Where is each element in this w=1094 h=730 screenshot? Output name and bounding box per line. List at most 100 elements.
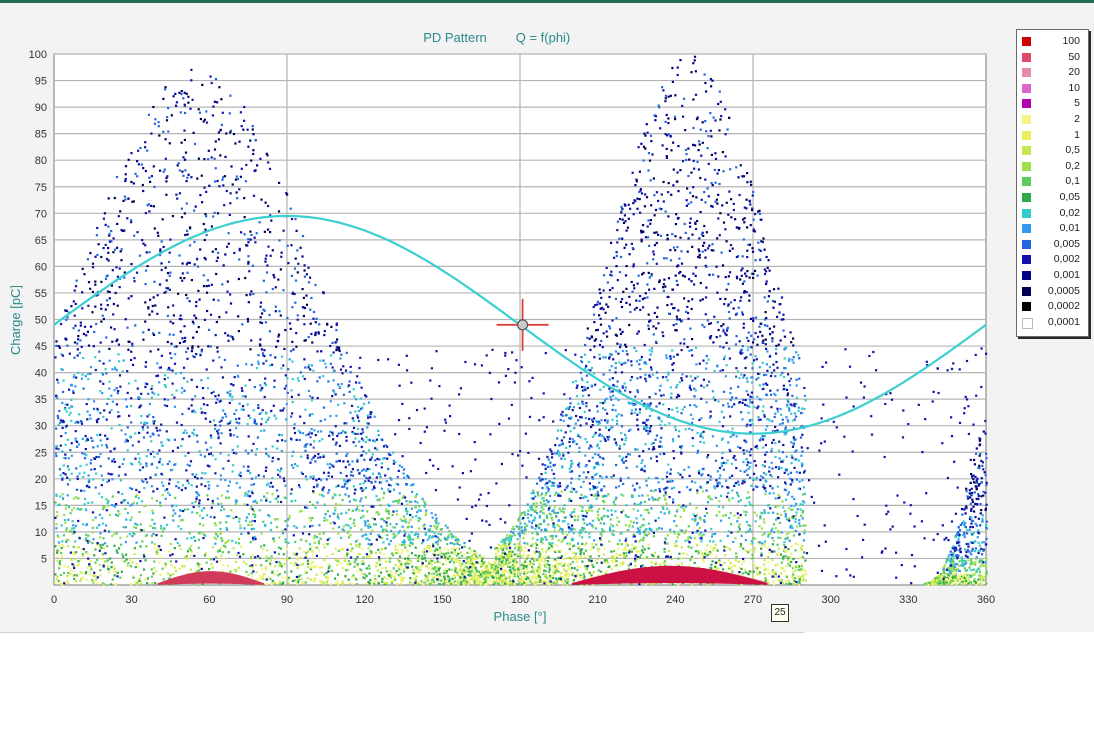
scatter-point xyxy=(687,317,690,320)
scatter-point xyxy=(714,532,717,535)
scatter-point xyxy=(292,450,295,453)
scatter-point xyxy=(318,532,321,535)
scatter-point xyxy=(61,390,65,394)
scatter-point xyxy=(268,313,271,317)
scatter-point xyxy=(394,545,397,548)
scatter-point xyxy=(557,562,560,566)
scatter-point xyxy=(99,439,102,442)
scatter-point xyxy=(182,156,185,159)
scatter-point xyxy=(405,566,408,569)
scatter-point xyxy=(164,385,167,388)
scatter-point xyxy=(552,576,555,580)
scatter-point xyxy=(346,552,349,555)
scatter-point xyxy=(160,527,163,530)
scatter-point xyxy=(771,337,774,340)
scatter-point xyxy=(169,271,172,274)
scatter-point xyxy=(427,572,431,575)
scatter-point xyxy=(369,578,372,582)
scatter-point xyxy=(617,569,620,572)
scatter-point xyxy=(291,400,294,403)
scatter-point xyxy=(288,322,292,325)
scatter-point xyxy=(214,524,217,527)
scatter-point xyxy=(105,498,108,501)
scatter-point xyxy=(125,405,128,408)
scatter-point xyxy=(72,564,75,567)
scatter-point xyxy=(492,577,495,580)
scatter-point xyxy=(218,86,221,89)
scatter-point xyxy=(349,543,352,546)
scatter-point xyxy=(482,582,485,585)
scatter-point xyxy=(470,550,473,553)
scatter-point xyxy=(227,551,230,554)
scatter-point xyxy=(161,530,164,533)
scatter-point xyxy=(414,533,417,536)
scatter-point xyxy=(759,478,762,482)
scatter-point xyxy=(332,370,335,373)
scatter-point xyxy=(766,579,769,582)
scatter-point xyxy=(199,194,202,197)
scatter-point xyxy=(228,515,231,518)
scatter-point xyxy=(163,398,166,401)
scatter-point xyxy=(345,569,348,572)
scatter-point xyxy=(55,445,59,448)
scatter-point xyxy=(603,485,606,488)
scatter-point xyxy=(568,445,571,448)
scatter-point xyxy=(616,380,619,383)
scatter-point xyxy=(722,330,725,333)
scatter-point xyxy=(75,551,78,554)
scatter-point xyxy=(380,481,383,484)
scatter-point xyxy=(625,537,628,540)
scatter-point xyxy=(140,479,143,482)
scatter-point xyxy=(133,533,136,536)
scatter-point xyxy=(152,332,155,335)
scatter-point xyxy=(766,350,769,353)
scatter-point xyxy=(322,406,325,409)
scatter-point xyxy=(107,246,110,250)
scatter-point xyxy=(368,572,371,575)
scatter-point xyxy=(101,392,104,395)
scatter-point xyxy=(271,287,274,291)
scatter-point xyxy=(300,556,303,559)
scatter-point xyxy=(656,306,659,309)
scatter-point xyxy=(364,582,367,585)
scatter-point xyxy=(581,542,584,545)
scatter-point xyxy=(687,565,690,568)
scatter-point xyxy=(579,504,582,507)
scatter-point xyxy=(394,548,397,551)
scatter-point xyxy=(191,347,194,350)
scatter-point xyxy=(201,201,204,204)
scatter-point xyxy=(176,481,180,484)
scatter-point xyxy=(439,583,442,586)
scatter-point xyxy=(465,581,468,584)
scatter-point xyxy=(67,468,71,471)
scatter-point xyxy=(96,226,99,230)
scatter-point xyxy=(75,467,78,470)
scatter-point xyxy=(212,298,215,301)
scatter-point xyxy=(240,408,243,411)
scatter-point xyxy=(235,560,238,563)
scatter-point xyxy=(130,350,133,353)
scatter-point xyxy=(600,534,603,537)
scatter-point xyxy=(123,195,126,198)
scatter-point xyxy=(122,199,125,202)
scatter-point xyxy=(788,357,791,360)
scatter-point xyxy=(791,516,794,520)
scatter-point xyxy=(69,572,72,575)
scatter-point xyxy=(449,542,452,545)
scatter-point xyxy=(719,345,722,348)
scatter-point xyxy=(57,504,60,507)
scatter-point xyxy=(128,533,131,536)
scatter-point xyxy=(756,485,759,489)
scatter-point xyxy=(158,561,161,564)
scatter-point xyxy=(716,291,719,294)
scatter-point xyxy=(217,435,220,438)
scatter-point xyxy=(800,446,803,449)
scatter-point xyxy=(154,304,157,307)
scatter-point xyxy=(410,507,413,510)
scatter-point xyxy=(372,485,376,488)
scatter-point xyxy=(772,523,776,526)
scatter-point xyxy=(164,88,167,91)
scatter-point xyxy=(197,326,200,329)
scatter-point xyxy=(352,441,355,444)
scatter-point xyxy=(748,450,751,453)
